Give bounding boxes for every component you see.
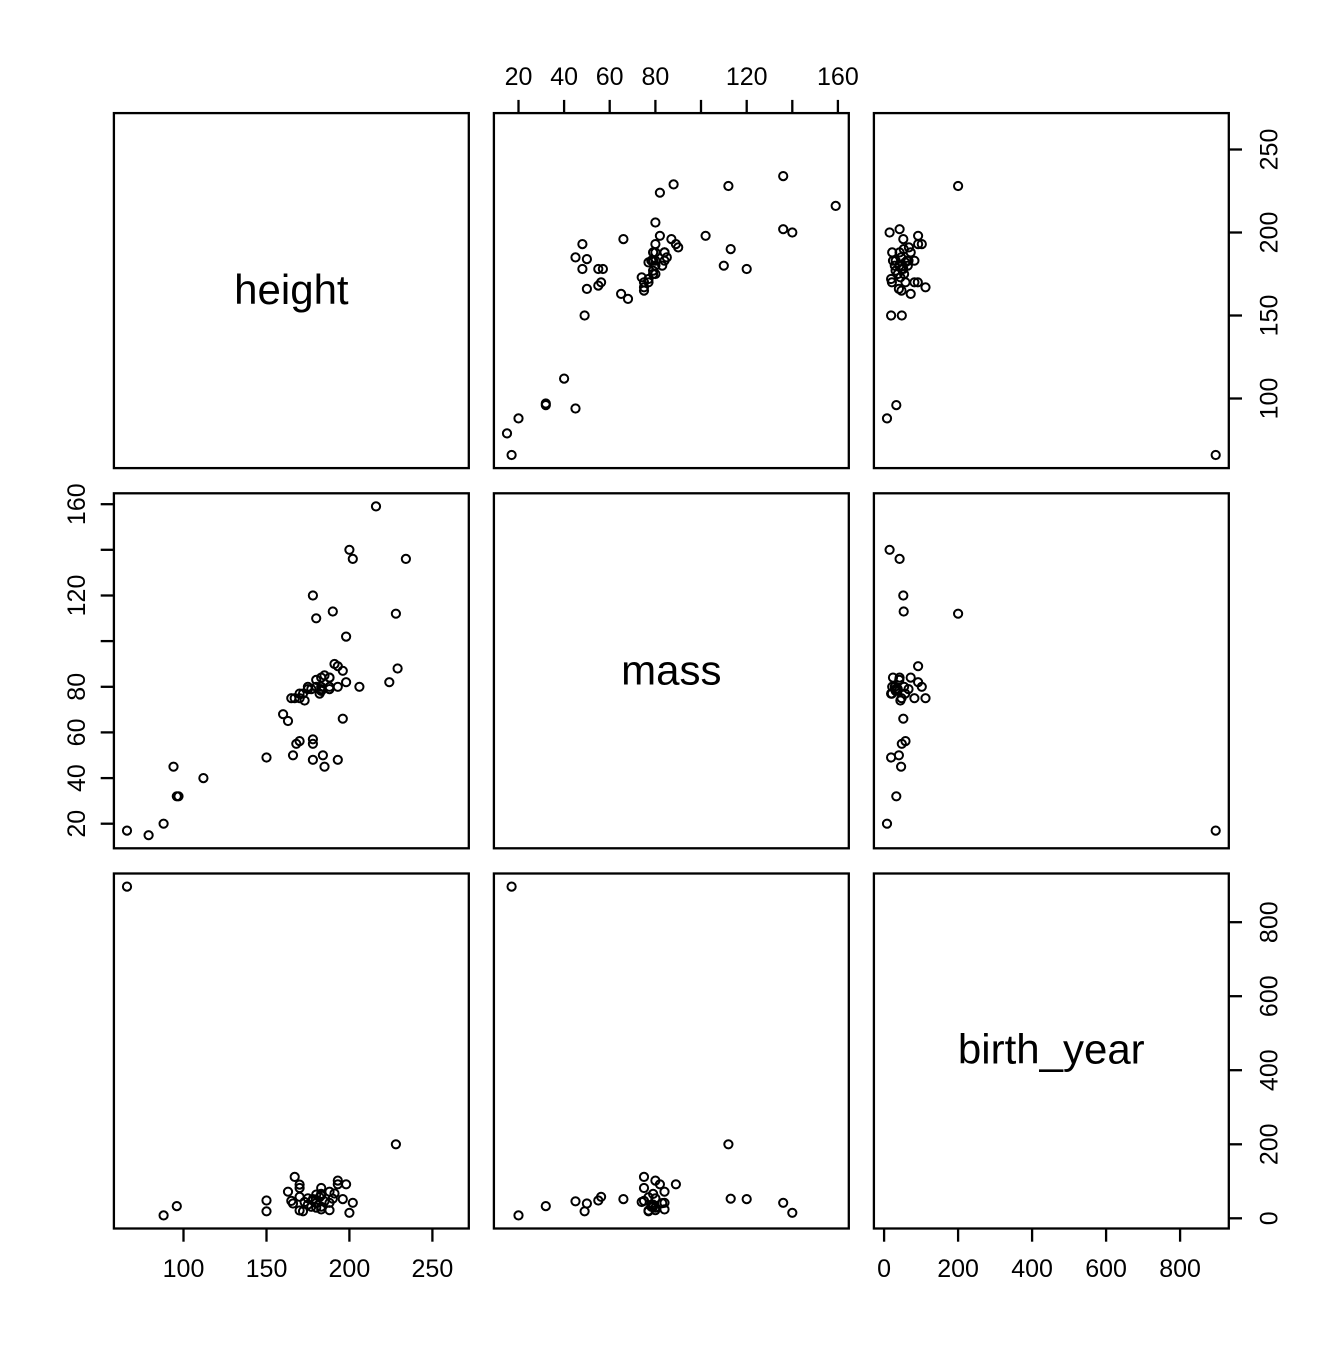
svg-text:60: 60 — [63, 718, 91, 746]
svg-text:100: 100 — [1256, 378, 1284, 420]
svg-text:40: 40 — [63, 764, 91, 792]
svg-text:400: 400 — [1011, 1255, 1053, 1283]
svg-text:800: 800 — [1159, 1255, 1201, 1283]
svg-text:600: 600 — [1256, 975, 1284, 1017]
svg-text:250: 250 — [1256, 129, 1284, 171]
svg-text:40: 40 — [550, 63, 578, 91]
svg-text:60: 60 — [596, 63, 624, 91]
svg-text:200: 200 — [1256, 212, 1284, 254]
svg-text:birth_year: birth_year — [958, 1025, 1145, 1072]
svg-text:150: 150 — [1256, 295, 1284, 337]
svg-text:0: 0 — [1256, 1211, 1284, 1225]
svg-text:150: 150 — [246, 1255, 288, 1283]
svg-text:250: 250 — [412, 1255, 454, 1283]
svg-text:200: 200 — [937, 1255, 979, 1283]
svg-text:200: 200 — [329, 1255, 371, 1283]
svg-text:200: 200 — [1256, 1123, 1284, 1165]
svg-text:80: 80 — [641, 63, 669, 91]
svg-text:20: 20 — [63, 810, 91, 838]
svg-text:600: 600 — [1085, 1255, 1127, 1283]
svg-text:160: 160 — [63, 483, 91, 525]
svg-text:100: 100 — [163, 1255, 205, 1283]
svg-text:800: 800 — [1256, 901, 1284, 943]
svg-text:400: 400 — [1256, 1049, 1284, 1091]
svg-text:120: 120 — [726, 63, 768, 91]
svg-text:0: 0 — [877, 1255, 891, 1283]
svg-text:height: height — [234, 266, 349, 313]
svg-text:mass: mass — [621, 646, 721, 693]
svg-text:80: 80 — [63, 673, 91, 701]
svg-text:160: 160 — [817, 63, 859, 91]
svg-text:120: 120 — [63, 575, 91, 617]
svg-text:20: 20 — [505, 63, 533, 91]
